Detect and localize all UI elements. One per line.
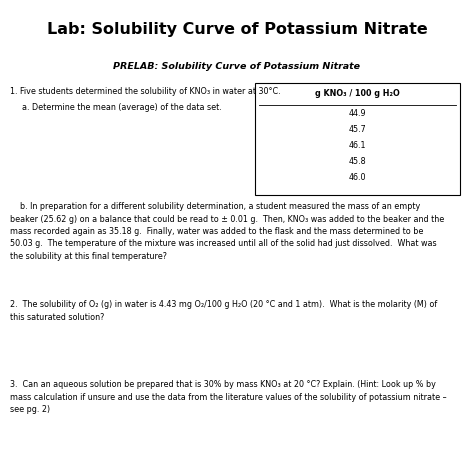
Text: 45.8: 45.8 [349,157,366,166]
Text: Lab: Solubility Curve of Potassium Nitrate: Lab: Solubility Curve of Potassium Nitra… [46,22,428,37]
Text: 46.0: 46.0 [349,173,366,182]
Text: 44.9: 44.9 [349,109,366,118]
Text: b. In preparation for a different solubility determination, a student measured t: b. In preparation for a different solubi… [10,202,444,261]
Text: 46.1: 46.1 [349,141,366,150]
Text: 3.  Can an aqueous solution be prepared that is 30% by mass KNO₃ at 20 °C? Expla: 3. Can an aqueous solution be prepared t… [10,380,447,414]
Text: 1. Five students determined the solubility of KNO₃ in water at 30°C.: 1. Five students determined the solubili… [10,87,281,96]
Text: PRELAB: Solubility Curve of Potassium Nitrate: PRELAB: Solubility Curve of Potassium Ni… [113,62,361,71]
Bar [255,83,460,195]
Text: g KNO₃ / 100 g H₂O: g KNO₃ / 100 g H₂O [315,89,400,98]
Text: 2.  The solubility of O₂ (g) in water is 4.43 mg O₂/100 g H₂O (20 °C and 1 atm).: 2. The solubility of O₂ (g) in water is … [10,300,437,321]
Text: 45.7: 45.7 [348,125,366,134]
Text: a. Determine the mean (average) of the data set.: a. Determine the mean (average) of the d… [22,103,222,112]
